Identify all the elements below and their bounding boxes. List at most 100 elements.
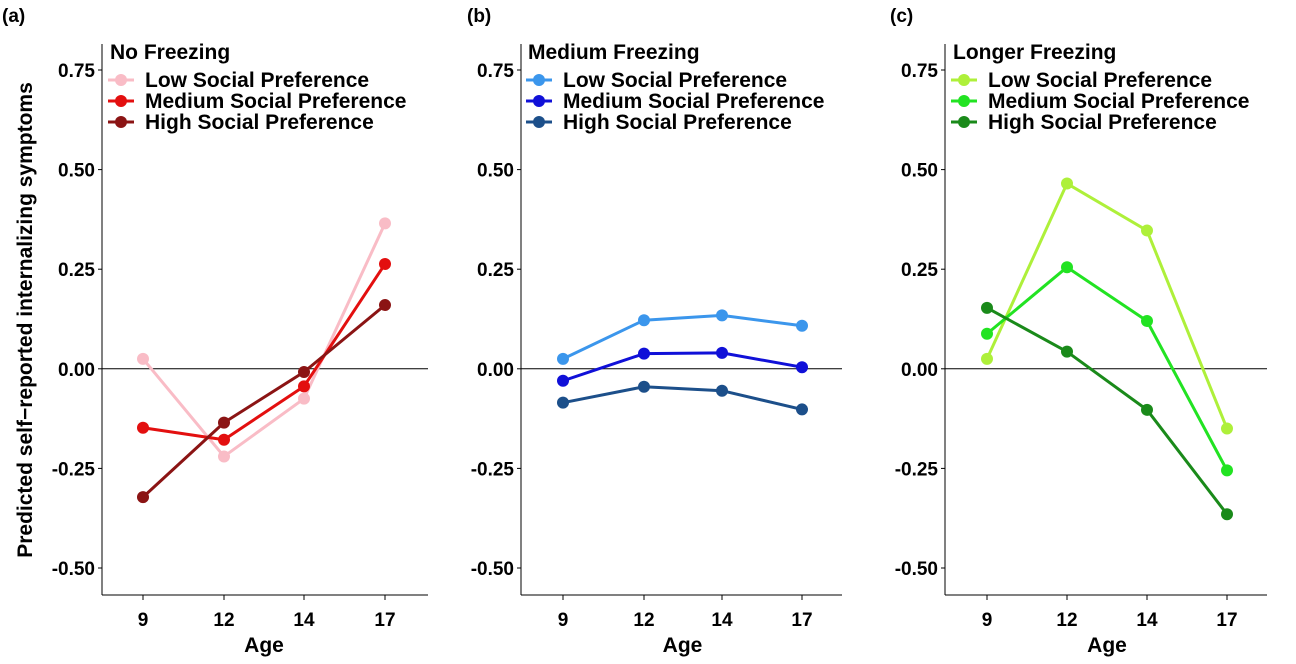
panel-c-y-tick-label: 0.75	[901, 61, 938, 82]
panel-b-series-line-1	[562, 313, 803, 361]
panel-c-series-3-point-4	[1221, 508, 1233, 521]
panel-b-x-tick-label: 12	[633, 610, 654, 631]
panel-c-series-2-point-2	[1061, 261, 1073, 274]
panel-a-y-tick-label: 0.50	[58, 161, 95, 182]
panel-a-series-3-point-4	[379, 299, 391, 312]
panel-c-x-tick-label: 12	[1056, 610, 1077, 631]
panel-b-series-2-point-1	[557, 374, 569, 387]
panel-b-series-1-point-1	[557, 352, 569, 365]
panel-b-series-1-point-4	[796, 319, 808, 332]
panel-b-x-tick-label: 9	[558, 610, 569, 631]
panel-c-series-1-point-2	[1061, 177, 1073, 190]
panel-c-legend-marker-3	[958, 116, 970, 128]
panel-b-legend-entry-3: High Social Preference	[563, 111, 792, 134]
panel-b-x-tick-label: 14	[711, 610, 733, 631]
panel-c-x-tick-label: 14	[1136, 610, 1158, 631]
panel-c-series-line-3	[986, 306, 1229, 516]
panel-c-y-tick-label: 0.00	[901, 360, 938, 381]
panel-c-series-2-point-1	[981, 327, 993, 340]
panel-b-y-tick-label: -0.50	[471, 559, 514, 580]
panel-b-series-3-point-2	[638, 380, 650, 393]
panel-c-x-axis-title: Age	[1087, 634, 1127, 657]
panel-a-y-tick-label: 0.25	[58, 260, 95, 281]
panel-c-y-tick-label: 0.25	[901, 260, 938, 281]
panel-b-legend-entry-1: Low Social Preference	[563, 69, 787, 92]
panel-c-y-tick-label: -0.50	[895, 559, 938, 580]
panel-a-legend-marker-1	[115, 74, 127, 86]
panel-b-title: Medium Freezing	[528, 41, 700, 64]
panel-b-x-tick-label: 17	[791, 610, 812, 631]
panel-c-legend-entry-1: Low Social Preference	[988, 69, 1212, 92]
panel-b-y-tick-label: 0.75	[477, 61, 514, 82]
panel-a-label: (a)	[2, 6, 25, 27]
panel-c-series-3-point-2	[1061, 345, 1073, 358]
panel-a-series-2-point-4	[379, 258, 391, 271]
panel-a-legend-entry-2: Medium Social Preference	[145, 90, 406, 113]
panel-a-legend-entry-3: High Social Preference	[145, 111, 374, 134]
panel-c-legend-marker-1	[958, 74, 970, 86]
panel-c-title: Longer Freezing	[953, 41, 1116, 64]
panel-c-series-1-point-4	[1221, 422, 1233, 435]
panel-c-x-tick-label: 17	[1216, 610, 1237, 631]
panel-b-series-2-point-2	[638, 347, 650, 360]
panel-c-legend-marker-2	[958, 95, 970, 107]
panel-a-x-axis-title: Age	[244, 634, 284, 657]
panel-a-series-line-2	[142, 263, 387, 442]
panel-a-x-tick-label: 9	[138, 610, 149, 631]
y-axis-title: Predicted self−reported internalizing sy…	[14, 82, 37, 558]
panel-c-legend-entry-3: High Social Preference	[988, 111, 1217, 134]
panel-b-series-3-point-1	[557, 396, 569, 409]
panel-b-y-tick-label: 0.25	[477, 260, 514, 281]
panel-c-series-line-1	[985, 182, 1229, 430]
panel-b-series-1-point-3	[716, 309, 728, 322]
panel-b-label: (b)	[467, 6, 491, 27]
panel-c-series-2-point-4	[1221, 464, 1233, 477]
panel-a-legend-marker-3	[115, 116, 127, 128]
panel-b-y-tick-label: 0.50	[477, 161, 514, 182]
panel-c-series-2-point-3	[1141, 314, 1153, 327]
panel-c-y-tick-label: 0.50	[901, 161, 938, 182]
panel-a-series-1-point-3	[298, 392, 310, 405]
panel-a-series-1-point-2	[218, 450, 230, 463]
panel-b-legend-marker-1	[533, 74, 545, 86]
panel-a-y-tick-label: 0.75	[58, 61, 95, 82]
panel-b-series-3-point-3	[716, 384, 728, 397]
panel-b-series-line-2	[562, 351, 803, 383]
panel-a-series-2-point-2	[218, 433, 230, 446]
panel-a-title: No Freezing	[110, 41, 230, 64]
panel-c-series-1-point-3	[1141, 224, 1153, 237]
panel-a-series-2-point-1	[137, 421, 149, 434]
panel-a-x-tick-label: 12	[213, 610, 234, 631]
panel-c-y-tick-label: -0.25	[895, 459, 939, 480]
panel-a-series-1-point-4	[379, 217, 391, 230]
panel-a-y-tick-label: -0.25	[52, 459, 96, 480]
panel-a-series-3-point-3	[298, 365, 310, 378]
panel-c-series-3-point-1	[981, 301, 993, 314]
panel-a-legend-marker-2	[115, 95, 127, 107]
panel-c-series-3-point-3	[1141, 403, 1153, 416]
panel-b-legend-marker-3	[533, 116, 545, 128]
panel-b-series-2-point-3	[716, 346, 728, 359]
panel-c-legend-entry-2: Medium Social Preference	[988, 90, 1249, 113]
panel-b-legend-entry-2: Medium Social Preference	[563, 90, 824, 113]
panel-c-series-1-point-1	[981, 352, 993, 365]
panel-b-series-3-point-4	[796, 403, 808, 416]
panel-a-y-tick-label: -0.50	[52, 559, 95, 580]
panel-b-x-axis-title: Age	[663, 634, 703, 657]
panel-c-x-tick-label: 9	[982, 610, 993, 631]
panel-a-series-2-point-3	[298, 380, 310, 393]
panel-b-y-tick-label: -0.25	[471, 459, 515, 480]
panel-a-series-3-point-1	[137, 491, 149, 504]
panel-b-series-2-point-4	[796, 361, 808, 374]
panel-b-series-1-point-2	[638, 314, 650, 327]
panel-a-series-line-3	[141, 303, 386, 499]
panel-a-y-tick-label: 0.00	[58, 360, 95, 381]
panel-a-x-tick-label: 14	[293, 610, 315, 631]
panel-a-series-3-point-2	[218, 416, 230, 429]
panel-b-series-line-3	[562, 385, 803, 411]
panel-a-x-tick-label: 17	[374, 610, 395, 631]
panel-b-legend-marker-2	[533, 95, 545, 107]
panel-c-series-line-2	[986, 265, 1229, 472]
